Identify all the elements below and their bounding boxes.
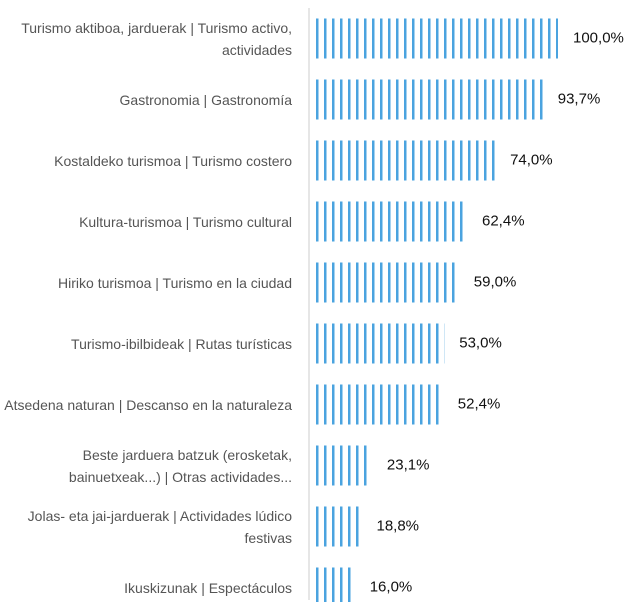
value-label: 53,0% xyxy=(459,334,502,351)
value-label: 100,0% xyxy=(573,29,624,46)
category-label: Turismo-ibilbideak | Rutas turísticas xyxy=(71,335,292,352)
bar xyxy=(316,506,362,547)
category-label: Hiriko turismoa | Turismo en la ciudad xyxy=(58,274,292,291)
value-label: 62,4% xyxy=(482,212,525,229)
category-label: Ikuskizunak | Espectáculos xyxy=(124,579,292,596)
bar xyxy=(316,262,459,303)
category-label: Kultura-turismoa | Turismo cultural xyxy=(79,213,292,230)
bar xyxy=(316,323,445,364)
value-label: 18,8% xyxy=(376,517,419,534)
category-label: Jolas- eta jai-jarduerak | Actividades l… xyxy=(27,507,292,546)
category-label: Beste jarduera batzuk (erosketak, bainue… xyxy=(68,446,292,485)
bar xyxy=(316,18,558,59)
bar xyxy=(316,140,496,181)
bar xyxy=(316,384,443,425)
bar xyxy=(316,201,468,242)
category-label: Turismo aktiboa, jarduerak | Turismo act… xyxy=(21,19,292,58)
value-label: 23,1% xyxy=(387,456,430,473)
value-label: 52,4% xyxy=(458,395,501,412)
bar xyxy=(316,567,355,602)
value-label: 74,0% xyxy=(510,151,553,168)
value-label: 93,7% xyxy=(558,90,601,107)
value-label: 16,0% xyxy=(370,578,413,595)
category-label: Gastronomia | Gastronomía xyxy=(119,91,292,108)
bar xyxy=(316,79,543,120)
category-label: Atsedena naturan | Descanso en la natura… xyxy=(4,396,292,413)
category-label: Kostaldeko turismoa | Turismo costero xyxy=(54,152,292,169)
value-label: 59,0% xyxy=(474,273,517,290)
bar xyxy=(316,445,372,486)
